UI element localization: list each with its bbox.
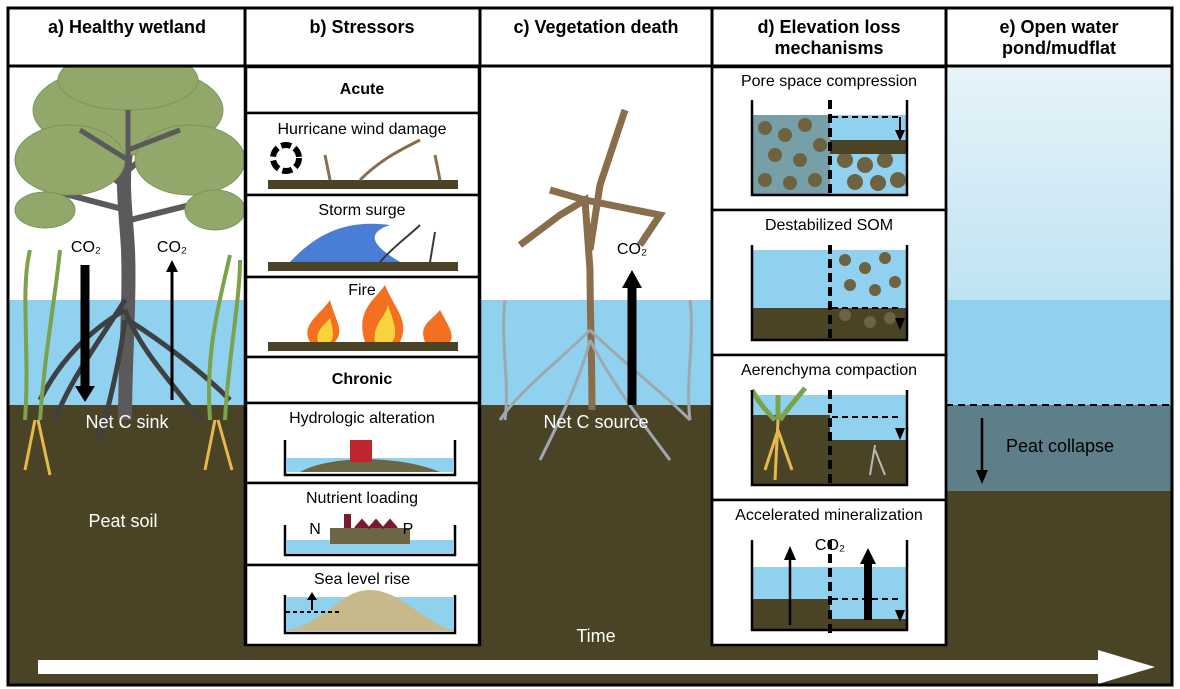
flux-label: Net C sink: [85, 412, 169, 432]
nutrient-label: N: [309, 521, 321, 538]
stressor-boxes: [246, 67, 479, 645]
mechanism-label: Pore space compression: [741, 73, 917, 90]
diagram: a) Healthy wetland b) Stressors c) Veget…: [0, 0, 1180, 689]
mechanism-boxes: [712, 67, 946, 645]
panel-title: pond/mudflat: [1002, 38, 1116, 58]
stressor-label: Nutrient loading: [306, 490, 418, 507]
flux-label: Net C source: [543, 412, 648, 432]
collapse-label: Peat collapse: [1006, 436, 1114, 456]
group-heading: Acute: [340, 81, 385, 98]
panel-title: d) Elevation loss: [757, 17, 900, 37]
co2-label: CO₂: [617, 241, 647, 258]
panel-title: b) Stressors: [309, 17, 414, 37]
mechanism-label: Destabilized SOM: [765, 217, 893, 234]
group-heading: Chronic: [332, 371, 393, 388]
co2-label: CO₂: [71, 239, 101, 256]
stressor-label: Storm surge: [318, 202, 405, 219]
co2-label: CO₂: [815, 537, 845, 554]
stressor-label: Hydrologic alteration: [289, 410, 435, 427]
co2-label: CO₂: [157, 239, 187, 256]
panel-title: mechanisms: [774, 38, 883, 58]
stressor-label: Fire: [348, 282, 376, 299]
header: a) Healthy wetland b) Stressors c) Veget…: [8, 8, 1172, 66]
nutrient-label: P: [403, 521, 414, 538]
time-label: Time: [576, 626, 615, 646]
soil-label: Peat soil: [88, 511, 157, 531]
mechanism-label: Accelerated mineralization: [735, 507, 923, 524]
panel-title: a) Healthy wetland: [48, 17, 206, 37]
stressor-label: Sea level rise: [314, 571, 410, 588]
mechanism-label: Aerenchyma compaction: [741, 362, 917, 379]
stressor-label: Hurricane wind damage: [278, 121, 447, 138]
panel-title: c) Vegetation death: [513, 17, 678, 37]
panel-title: e) Open water: [999, 17, 1118, 37]
